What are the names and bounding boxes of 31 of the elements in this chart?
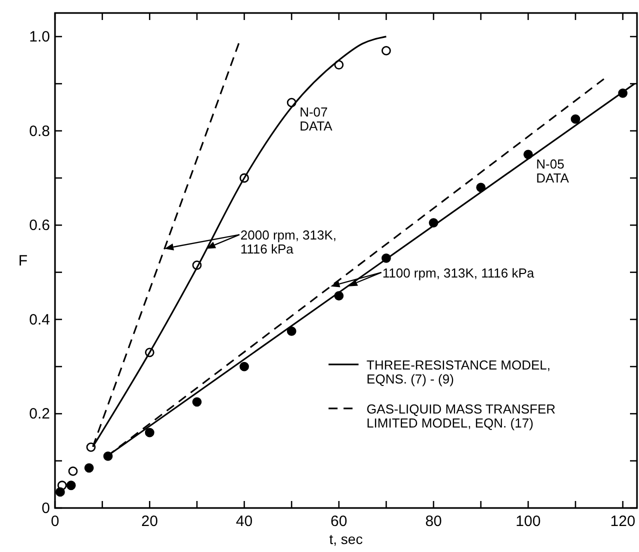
- point: [56, 487, 65, 497]
- point: [570, 114, 580, 124]
- y-tick-label: 1.0: [29, 28, 50, 46]
- x-tick-label: 40: [236, 513, 253, 530]
- point: [84, 463, 94, 473]
- y-tick-label: 0.2: [29, 406, 50, 423]
- x-tick-label: 100: [516, 513, 541, 530]
- legend-label: GAS-LIQUID MASS TRANSFER LIMITED MODEL, EQN. (17): [366, 401, 556, 430]
- legend-label: THREE-RESISTANCE MODEL, EQNS. (7) - (9): [366, 357, 550, 386]
- point: [66, 480, 76, 490]
- y-tick-label: 0.6: [29, 217, 50, 234]
- point: [144, 428, 154, 438]
- point: [382, 46, 391, 56]
- x-tick-label: 20: [141, 513, 158, 530]
- x-tick-label: 80: [425, 513, 442, 530]
- point: [68, 466, 78, 476]
- x-tick-label: 60: [330, 513, 348, 530]
- y-axis-title: F: [18, 252, 28, 270]
- y-tick-label: 0: [42, 500, 50, 517]
- x-axis-title: t, sec: [329, 531, 363, 547]
- annotation: 2000 rpm, 313K, 1116 kPa: [240, 228, 337, 257]
- point: [192, 397, 202, 407]
- point: [240, 362, 249, 372]
- annotation: N-07 DATA: [300, 104, 333, 134]
- annotation: N-05 DATA: [536, 156, 570, 186]
- point: [86, 442, 96, 452]
- y-tick-label: 0.4: [29, 311, 50, 328]
- point: [286, 326, 296, 336]
- y-tick-label: 0.8: [29, 122, 50, 140]
- annotation: 1100 rpm, 313K, 1116 kPa: [382, 265, 535, 280]
- x-tick-label: 120: [610, 513, 636, 530]
